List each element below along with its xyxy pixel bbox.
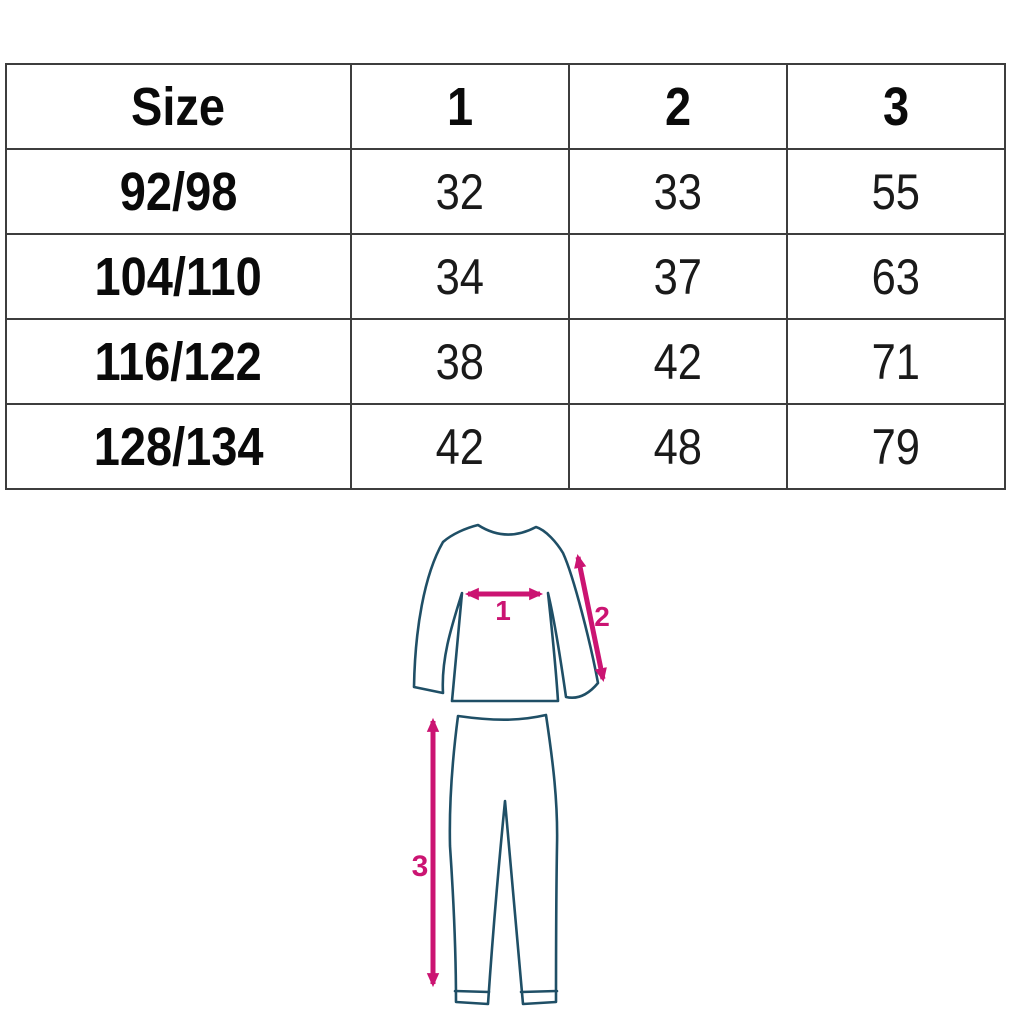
measurement-value: 42 <box>653 333 703 390</box>
header-cell-measure-2: 2 <box>568 63 788 150</box>
measurement-value: 33 <box>653 163 703 220</box>
size-label-cell: 92/98 <box>5 148 352 235</box>
pajama-measurement-diagram: 1 2 3 <box>412 523 610 1006</box>
table-cell: 71 <box>786 318 1006 405</box>
measurement-value: 63 <box>871 248 921 305</box>
header-cell-size: Size <box>5 63 352 150</box>
measurement-value: 32 <box>435 163 485 220</box>
size-label: 92/98 <box>119 161 238 222</box>
table-header-row: Size 1 2 3 <box>5 63 1006 150</box>
header-measure-1-label: 1 <box>446 76 474 137</box>
table-cell: 42 <box>568 318 788 405</box>
pants-cuff-line-left <box>453 989 491 994</box>
pants-measure-label: 3 <box>412 850 429 883</box>
header-cell-measure-1: 1 <box>350 63 570 150</box>
table-cell: 32 <box>350 148 570 235</box>
size-label-cell: 116/122 <box>5 318 352 405</box>
table-row: 116/122 38 42 71 <box>5 318 1006 405</box>
table-row: 92/98 32 33 55 <box>5 148 1006 235</box>
measurement-value: 42 <box>435 418 485 475</box>
table-cell: 55 <box>786 148 1006 235</box>
sleeve-measure-label: 2 <box>594 601 610 632</box>
size-label: 116/122 <box>94 331 263 392</box>
header-measure-3-label: 3 <box>882 76 910 137</box>
measurement-value: 55 <box>871 163 921 220</box>
measurement-value: 71 <box>871 333 921 390</box>
measurement-value: 37 <box>653 248 703 305</box>
header-measure-2-label: 2 <box>664 76 692 137</box>
table-cell: 37 <box>568 233 788 320</box>
table-cell: 38 <box>350 318 570 405</box>
size-label-cell: 128/134 <box>5 403 352 490</box>
size-label-cell: 104/110 <box>5 233 352 320</box>
header-size-label: Size <box>131 76 226 137</box>
table-row: 104/110 34 37 63 <box>5 233 1006 320</box>
table-row: 128/134 42 48 79 <box>5 403 1006 490</box>
measurement-value: 48 <box>653 418 703 475</box>
table-cell: 34 <box>350 233 570 320</box>
table-cell: 33 <box>568 148 788 235</box>
table-cell: 79 <box>786 403 1006 490</box>
size-table: Size 1 2 3 92/98 32 33 55 104/110 34 37 … <box>5 63 1006 490</box>
size-label: 104/110 <box>94 246 263 307</box>
pajama-pants-outline <box>448 713 559 1006</box>
table-cell: 48 <box>568 403 788 490</box>
size-label: 128/134 <box>93 416 264 477</box>
pants-cuff-line-right <box>519 989 559 994</box>
header-cell-measure-3: 3 <box>786 63 1006 150</box>
measurement-value: 79 <box>871 418 921 475</box>
table-cell: 63 <box>786 233 1006 320</box>
table-cell: 42 <box>350 403 570 490</box>
sleeve-length-arrow <box>574 553 607 683</box>
chest-measure-label: 1 <box>495 595 511 626</box>
measurement-value: 38 <box>435 333 485 390</box>
measurement-value: 34 <box>435 248 485 305</box>
